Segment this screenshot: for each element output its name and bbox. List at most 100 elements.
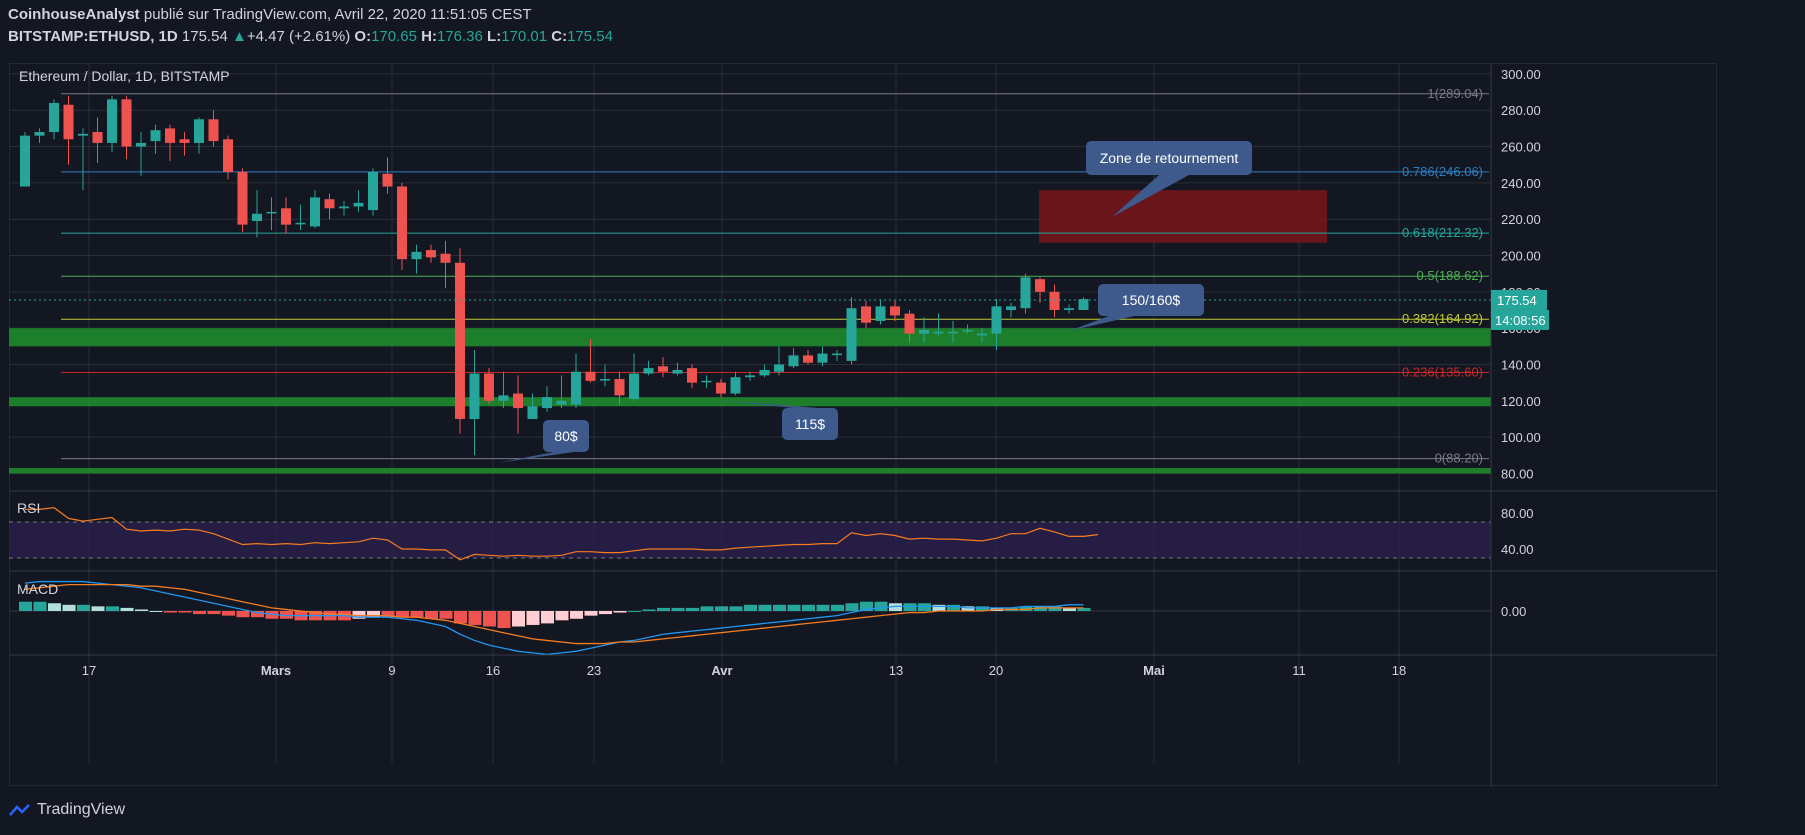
macd-histogram-bar xyxy=(889,603,902,611)
candle-body xyxy=(745,375,755,378)
candle-body xyxy=(411,251,422,260)
reversal-zone xyxy=(1039,190,1327,243)
annotations[interactable]: Zone de retournement 150/160$ 115$ 80$ xyxy=(497,141,1252,463)
macd-histogram-bar xyxy=(613,611,627,613)
callout-80[interactable]: 80$ xyxy=(497,420,589,463)
open-label: O: xyxy=(354,28,372,45)
rsi-tick-label: 40.00 xyxy=(1501,542,1534,557)
fib-level-label: 0.786(246.06) xyxy=(1402,164,1483,179)
macd-histogram-bar xyxy=(903,603,917,611)
symbol-label[interactable]: BITSTAMP:ETHUSD, 1D xyxy=(8,28,178,45)
countdown-value: 14:08:56 xyxy=(1495,313,1546,328)
fib-level-label: 1(289.04) xyxy=(1427,86,1483,101)
price-tick-label: 120.00 xyxy=(1501,394,1541,409)
rsi-band xyxy=(9,522,1491,558)
macd-histogram-bar xyxy=(744,604,757,611)
candle-body xyxy=(904,313,915,334)
macd-histogram-bar xyxy=(280,611,293,619)
macd-histogram-bar xyxy=(512,611,525,627)
macd-histogram-bar xyxy=(439,611,453,619)
support-zone xyxy=(9,328,1491,347)
price-tick-label: 300.00 xyxy=(1501,67,1541,82)
date-tick-label: 9 xyxy=(388,663,395,678)
macd-histogram-bar xyxy=(570,611,583,619)
callout-reversal[interactable]: Zone de retournement xyxy=(1086,141,1252,217)
candle-body xyxy=(194,119,204,143)
candle-body xyxy=(1035,279,1045,292)
macd-label: MACD xyxy=(17,581,58,597)
fib-level-label: 0.236(135.60) xyxy=(1402,364,1483,379)
macd-histogram-bar xyxy=(1048,606,1062,611)
tradingview-brand: TradingView xyxy=(37,801,126,818)
candle-body xyxy=(948,331,958,334)
price-tick-label: 100.00 xyxy=(1501,430,1541,445)
macd-histogram-bar xyxy=(918,603,931,611)
macd-histogram-bar xyxy=(599,611,612,615)
date-tick-label: Mars xyxy=(261,663,291,678)
macd-histogram-bar xyxy=(265,611,279,619)
support-zone xyxy=(9,397,1491,407)
low-label: L: xyxy=(487,28,502,45)
rsi-line xyxy=(25,506,1099,561)
callout-text: Zone de retournement xyxy=(1100,150,1239,166)
date-tick-label: 18 xyxy=(1392,663,1406,678)
macd-histogram-bar xyxy=(628,611,641,612)
candle-body xyxy=(150,130,161,142)
macd-histogram-bar xyxy=(381,611,395,618)
callout-115[interactable]: 115$ xyxy=(714,400,838,440)
macd-histogram-bar xyxy=(961,606,975,611)
candle-body xyxy=(962,329,973,332)
candlestick-series xyxy=(9,95,1491,456)
macd-histogram-bar xyxy=(831,604,844,611)
macd-histogram-bar xyxy=(874,601,888,611)
macd-histogram-bar xyxy=(19,601,32,611)
macd-histogram-bar xyxy=(91,606,105,611)
macd-tick-label: 0.00 xyxy=(1501,604,1526,619)
macd-pane xyxy=(9,580,1491,656)
author-name[interactable]: CoinhouseAnalyst xyxy=(8,6,140,23)
date-tick-label: 13 xyxy=(889,663,903,678)
macd-histogram-bar xyxy=(367,611,380,618)
candle-body xyxy=(527,406,538,419)
candle-body xyxy=(1078,299,1089,311)
macd-histogram-bar xyxy=(193,611,206,615)
candle-body xyxy=(933,331,944,334)
macd-histogram-bar xyxy=(947,604,960,611)
candle-body xyxy=(455,262,465,419)
last-price: 175.54 xyxy=(181,28,228,45)
macd-histogram-bar xyxy=(932,604,946,611)
rsi-label: RSI xyxy=(17,500,40,516)
price-chart[interactable]: 1(289.04) 0.786(246.06) 0.618(212.32) 0.5(1… xyxy=(9,63,1717,786)
callout-150-160[interactable]: 150/160$ xyxy=(1069,284,1204,331)
candle-body xyxy=(600,379,610,381)
candle-body xyxy=(440,253,451,263)
tradingview-logo[interactable]: TradingView xyxy=(9,801,125,819)
macd-histogram-bar xyxy=(845,603,859,611)
macd-histogram-bar xyxy=(657,607,670,611)
current-price-tag xyxy=(1491,289,1547,310)
candle-body xyxy=(788,355,799,367)
date-tick-label: 17 xyxy=(82,663,96,678)
macd-histogram-bar xyxy=(178,611,192,613)
date-tick-label: Avr xyxy=(711,663,732,678)
macd-histogram-bar xyxy=(149,611,163,612)
candle-body xyxy=(368,171,378,211)
macd-histogram-bar xyxy=(425,611,438,619)
macd-histogram-bar xyxy=(135,609,148,611)
macd-histogram-bar xyxy=(642,609,656,611)
macd-histogram-bar xyxy=(526,611,540,625)
callout-text: 115$ xyxy=(795,416,825,432)
macd-histogram-bar xyxy=(555,611,569,621)
candle-body xyxy=(469,373,480,419)
fib-level-label: 0.618(212.32) xyxy=(1402,225,1483,240)
candle-body xyxy=(832,353,842,356)
macd-histogram-bar xyxy=(860,601,873,611)
candle-body xyxy=(687,368,697,383)
change-arrow-icon: ▲ xyxy=(231,28,247,45)
macd-histogram-bar xyxy=(497,611,511,629)
macd-histogram-bar xyxy=(483,611,496,627)
macd-histogram-bar xyxy=(120,607,134,611)
callout-pointer xyxy=(1069,316,1134,331)
candle-body xyxy=(136,142,146,147)
date-tick-label: 16 xyxy=(486,663,500,678)
